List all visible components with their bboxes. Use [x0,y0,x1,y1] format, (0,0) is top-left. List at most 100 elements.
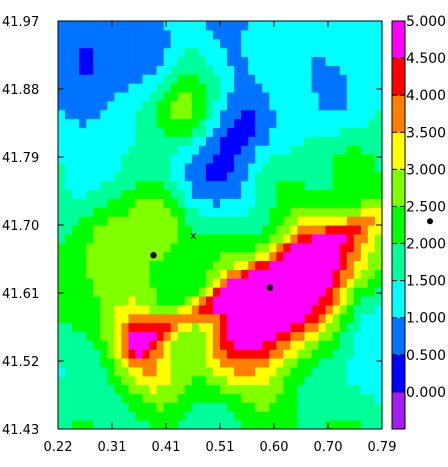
contour-cell [184,313,193,324]
contour-cell [128,127,137,137]
contour-cell [184,198,193,208]
contour-cell [353,145,362,155]
contour-cell [283,216,292,226]
contour-cell [360,216,369,226]
contour-cell [241,260,249,270]
contour-cell [269,29,277,40]
contour-cell [170,38,179,49]
contour-cell [255,56,263,66]
contour-cell [262,154,270,164]
contour-cell [318,375,327,386]
contour-cell [86,162,94,173]
contour-cell [297,269,306,279]
contour-cell [255,331,263,341]
contour-cell [290,242,299,253]
contour-cell [220,304,228,315]
contour-cell [163,109,172,120]
contour-cell [241,21,249,31]
contour-cell [149,260,158,270]
contour-cell [318,198,327,208]
contour-cell [135,251,144,262]
contour-cell [177,287,186,297]
contour-cell [93,233,101,244]
contour-cell [135,384,144,395]
contour-cell [184,420,193,429]
contour-cell [318,118,327,129]
contour-cell [227,331,235,341]
contour-cell [205,358,214,368]
contour-cell [297,189,306,199]
contour-cell [149,154,158,164]
contour-cell [346,127,355,137]
contour-cell [304,242,313,253]
contour-cell [72,171,80,182]
contour-cell [269,242,277,253]
contour-cell [58,313,66,324]
contour-cell [58,331,66,341]
contour-cell [304,304,313,315]
contour-cell [367,47,376,58]
contour-cell [177,65,186,75]
contour-cell [290,340,299,350]
contour-cell [339,331,348,341]
contour-cell [149,171,158,182]
contour-cell [290,180,299,191]
contour-cell [212,384,221,395]
contour-cell [149,65,158,75]
contour-cell [198,287,207,297]
contour-cell [149,331,158,341]
contour-cell [212,304,221,315]
contour-cell [332,180,341,191]
contour-cell [163,269,172,279]
contour-cell [198,74,207,84]
contour-cell [177,420,186,429]
contour-cell [142,358,151,368]
contour-cell [72,358,80,368]
contour-cell [107,358,115,368]
colorbar-label: 3.500 [406,125,446,141]
contour-cell [79,189,87,199]
contour-cell [227,109,235,120]
contour-cell [269,393,277,403]
contour-cell [58,420,66,429]
contour-cell [114,420,122,429]
contour-cell [191,393,200,403]
contour-cell [339,287,348,297]
contour-cell [220,375,228,386]
contour-cell [198,83,207,93]
contour-cell [269,402,277,412]
contour-cell [100,260,108,270]
contour-cell [304,216,313,226]
contour-cell [227,100,235,111]
contour-cell [248,411,256,421]
contour-cell [220,331,228,341]
contour-cell [100,225,108,235]
contour-cell [311,74,320,84]
contour-cell [100,304,108,315]
contour-cell [163,207,172,217]
contour-cell [170,358,179,368]
contour-cell [100,118,108,129]
contour-cell [276,366,284,377]
contour-cell [114,21,122,31]
contour-cell [290,189,299,199]
contour-cell [135,154,144,164]
contour-cell [114,189,122,199]
contour-cell [156,358,165,368]
contour-cell [100,358,108,368]
contour-cell [262,349,270,359]
contour-cell [255,207,263,217]
contour-cell [142,198,151,208]
contour-cell [93,295,101,306]
contour-cell [191,384,200,395]
contour-cell [107,225,115,235]
contour-cell [86,322,94,333]
contour-cell [311,145,320,155]
contour-cell [184,65,193,75]
contour-cell [297,375,306,386]
contour-cell [184,358,193,368]
contour-cell [234,242,242,253]
contour-cell [248,21,256,31]
contour-cell [65,189,73,199]
